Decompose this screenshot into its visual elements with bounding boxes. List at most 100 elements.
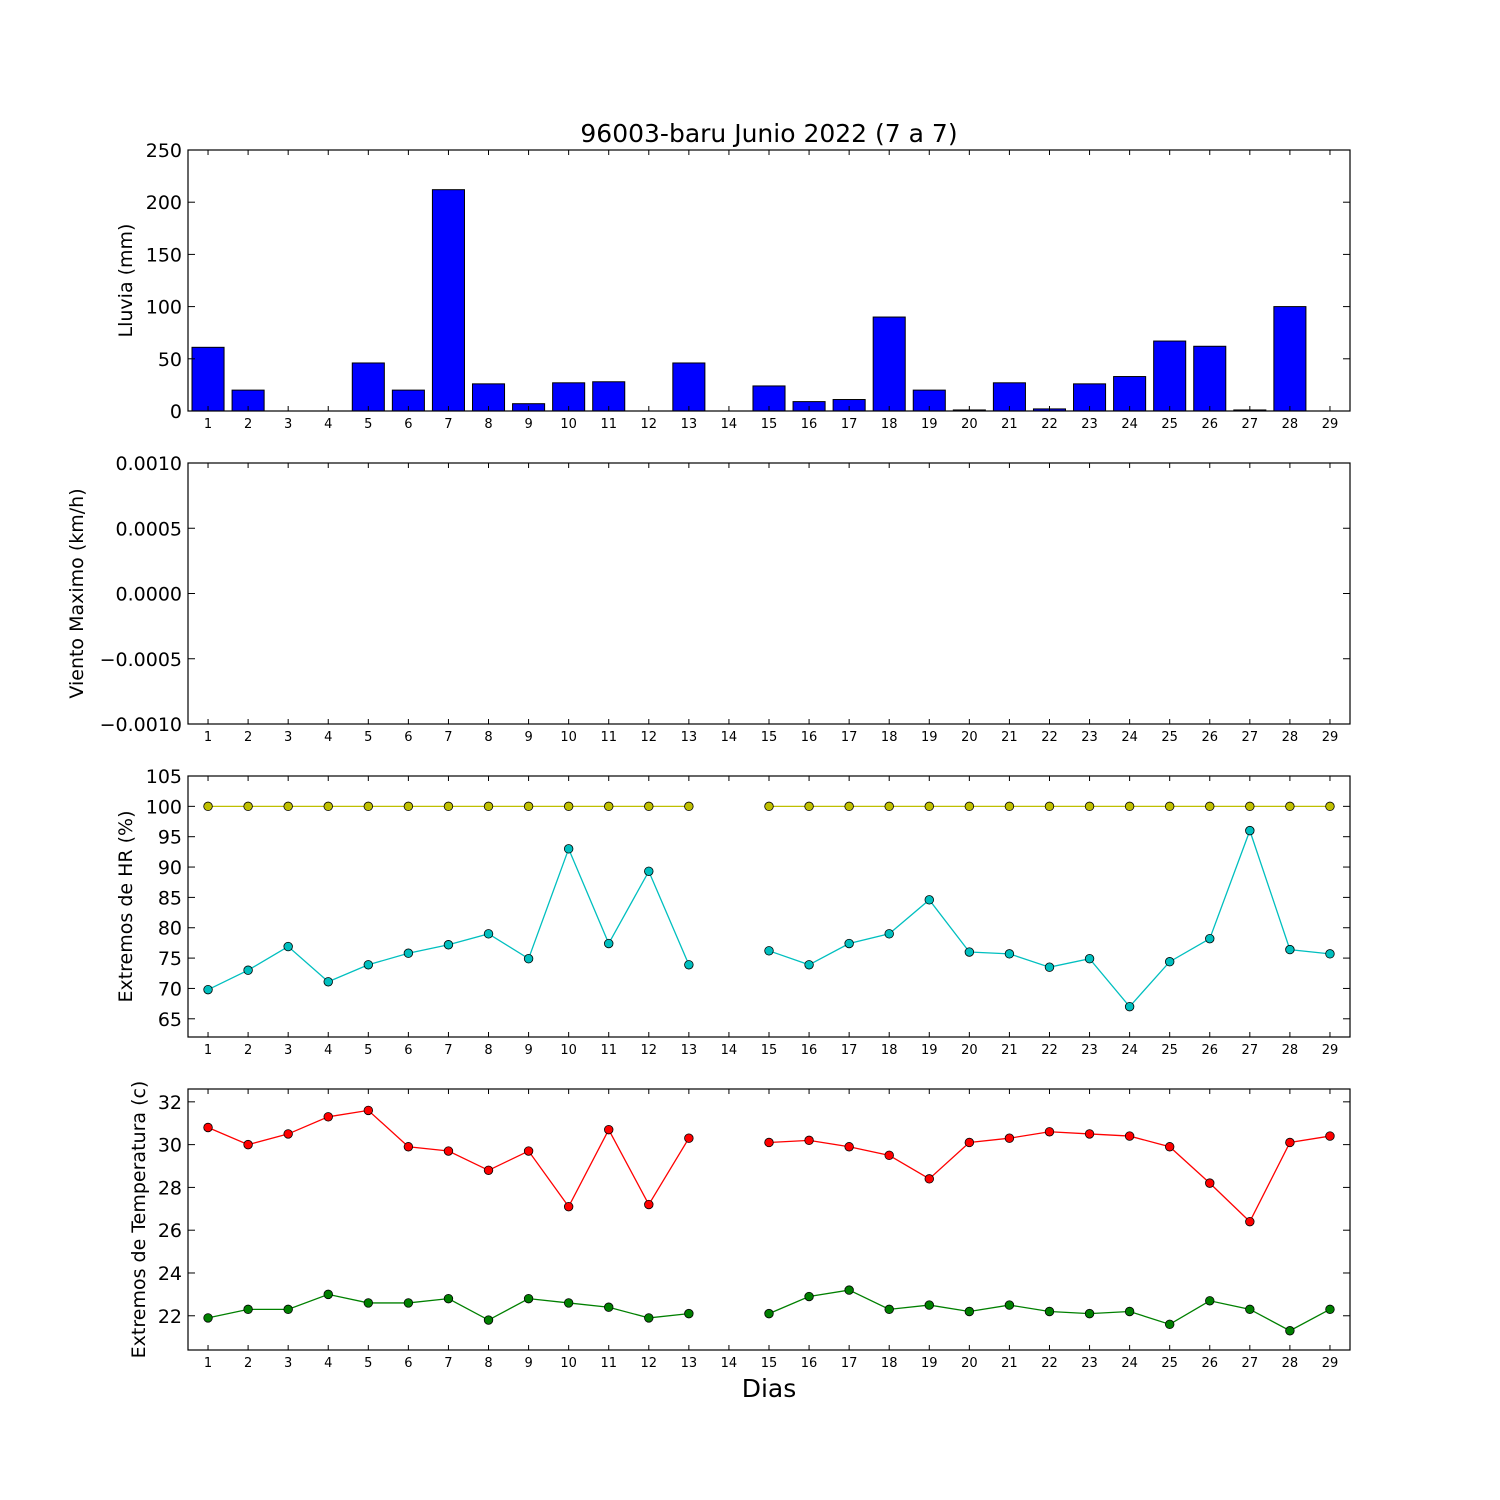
x-tick-label: 2 [244,730,252,745]
series-0-point-day-16 [804,1135,814,1146]
series-1-point-day-23 [1084,954,1095,964]
series-0-point-day-25 [1164,1142,1175,1152]
x-tick-label: 4 [324,1043,332,1058]
series-1-point-day-12 [644,866,654,876]
x-tick-label: 28 [1282,730,1299,745]
series-0-point-day-20 [964,801,975,812]
x-tick-label: 5 [364,1043,372,1058]
series-0-point-day-8 [483,801,494,812]
series-0-point-day-26 [1205,1178,1215,1188]
series-0-point-day-22 [1044,1127,1055,1137]
series-0-point-day-26 [1205,801,1215,812]
series-1-point-day-3 [283,941,293,952]
x-tick-label: 23 [1081,417,1098,432]
x-tick-label: 20 [961,1043,978,1058]
x-tick-label: 8 [484,1356,492,1371]
series-0-point-day-3 [283,1129,293,1139]
series-0-point-day-13 [684,1133,694,1143]
y-axis-label: Extremos de HR (%) [115,810,137,1002]
x-tick-label: 10 [560,1043,577,1058]
y-tick-label: 85 [158,887,182,909]
series-1-point-day-15 [764,1308,774,1319]
x-tick-label: 14 [721,730,738,745]
y-tick-label: 250 [146,140,182,162]
x-tick-label: 5 [364,1356,372,1371]
series-1-point-day-28 [1285,1326,1295,1336]
x-tick-label: 3 [284,730,292,745]
x-tick-label: 10 [560,1356,577,1371]
series-1-point-day-12 [644,1313,654,1323]
x-tick-label: 16 [801,730,818,745]
x-tick-label: 1 [204,417,212,432]
x-tick-label: 2 [244,1043,252,1058]
series-0-point-day-5 [363,1105,374,1116]
x-tick-label: 8 [484,1043,492,1058]
bar-day-24 [1113,376,1147,412]
y-tick-label: −0.0005 [100,649,182,671]
x-tick-label: 29 [1322,1043,1339,1058]
series-1-point-day-11 [604,1302,614,1312]
series-1-point-day-28 [1285,944,1295,955]
y-tick-label: 0 [170,401,182,423]
x-tick-label: 12 [641,1356,658,1371]
panels: 1 2 3 4 5 6 7 8 9 10 11 12 13 14 15 16 17 18 19 20 21 22 23 24 2… [66,140,1351,1371]
x-tick-label: 25 [1161,417,1178,432]
series-1-point-day-27 [1245,825,1255,836]
series-1-point-day-26 [1205,933,1215,944]
x-tick-label: 27 [1242,730,1259,745]
series-0-point-day-1 [203,801,213,812]
panel-viento: 1 2 3 4 5 6 7 8 9 10 11 12 13 14 15 16 17 18 19 20 21 22 23 24 2… [66,453,1351,745]
bar-day-25 [1153,340,1187,412]
x-tick-label: 17 [841,730,858,745]
x-tick-label: 6 [404,730,412,745]
series-1-point-day-24 [1124,1306,1135,1317]
series-0-point-day-11 [604,1124,614,1135]
y-tick-label: 32 [158,1092,182,1114]
x-tick-label: 18 [881,1043,898,1058]
x-tick-label: 15 [761,730,778,745]
series-1-point-day-11 [604,938,614,949]
x-tick-label: 29 [1322,417,1339,432]
series-0-point-day-29 [1325,801,1335,812]
x-tick-label: 28 [1282,1356,1299,1371]
bar-day-7 [431,189,465,412]
series-1-point-day-8 [483,929,494,939]
x-tick-label: 4 [324,417,332,432]
series-0-point-day-10 [563,1201,574,1212]
x-tick-label: 28 [1282,1043,1299,1058]
series-0-point-day-12 [644,801,654,812]
x-tick-label: 7 [444,730,452,745]
series-0-point-day-27 [1245,801,1255,812]
y-tick-label: 200 [146,192,182,214]
y-axis-label: Extremos de Temperatura (c) [128,1081,150,1359]
x-tick-label: 19 [921,417,938,432]
x-tick-label: 29 [1322,1356,1339,1371]
series-1-point-day-4 [323,977,333,987]
plot-area [188,1089,1350,1350]
x-tick-label: 13 [681,417,698,432]
x-tick-label: 14 [721,1043,738,1058]
bar-day-5 [351,362,385,412]
x-tick-label: 11 [600,1043,617,1058]
y-tick-label: 70 [158,978,182,1000]
x-tick-label: 17 [841,417,858,432]
x-tick-label: 29 [1322,730,1339,745]
series-1-point-day-29 [1325,1304,1335,1315]
x-tick-label: 17 [841,1043,858,1058]
series-1-point-day-27 [1245,1304,1255,1315]
series-0-point-day-5 [363,801,374,812]
bar-day-13 [672,362,706,412]
plot-area [188,776,1350,1037]
series-0-point-day-9 [523,1146,534,1156]
y-tick-label: 0.0010 [116,453,182,475]
series-1-point-day-19 [924,895,934,905]
series-0-point-day-3 [283,801,293,812]
y-tick-label: 105 [146,766,182,788]
series-0-point-day-18 [884,1150,894,1161]
x-tick-label: 25 [1161,1356,1178,1371]
series-1-point-day-5 [363,1298,374,1308]
series-0-point-day-8 [483,1165,494,1175]
series-0-point-day-6 [403,801,414,812]
x-tick-label: 15 [761,1356,778,1371]
series-0-point-day-17 [844,1142,854,1152]
